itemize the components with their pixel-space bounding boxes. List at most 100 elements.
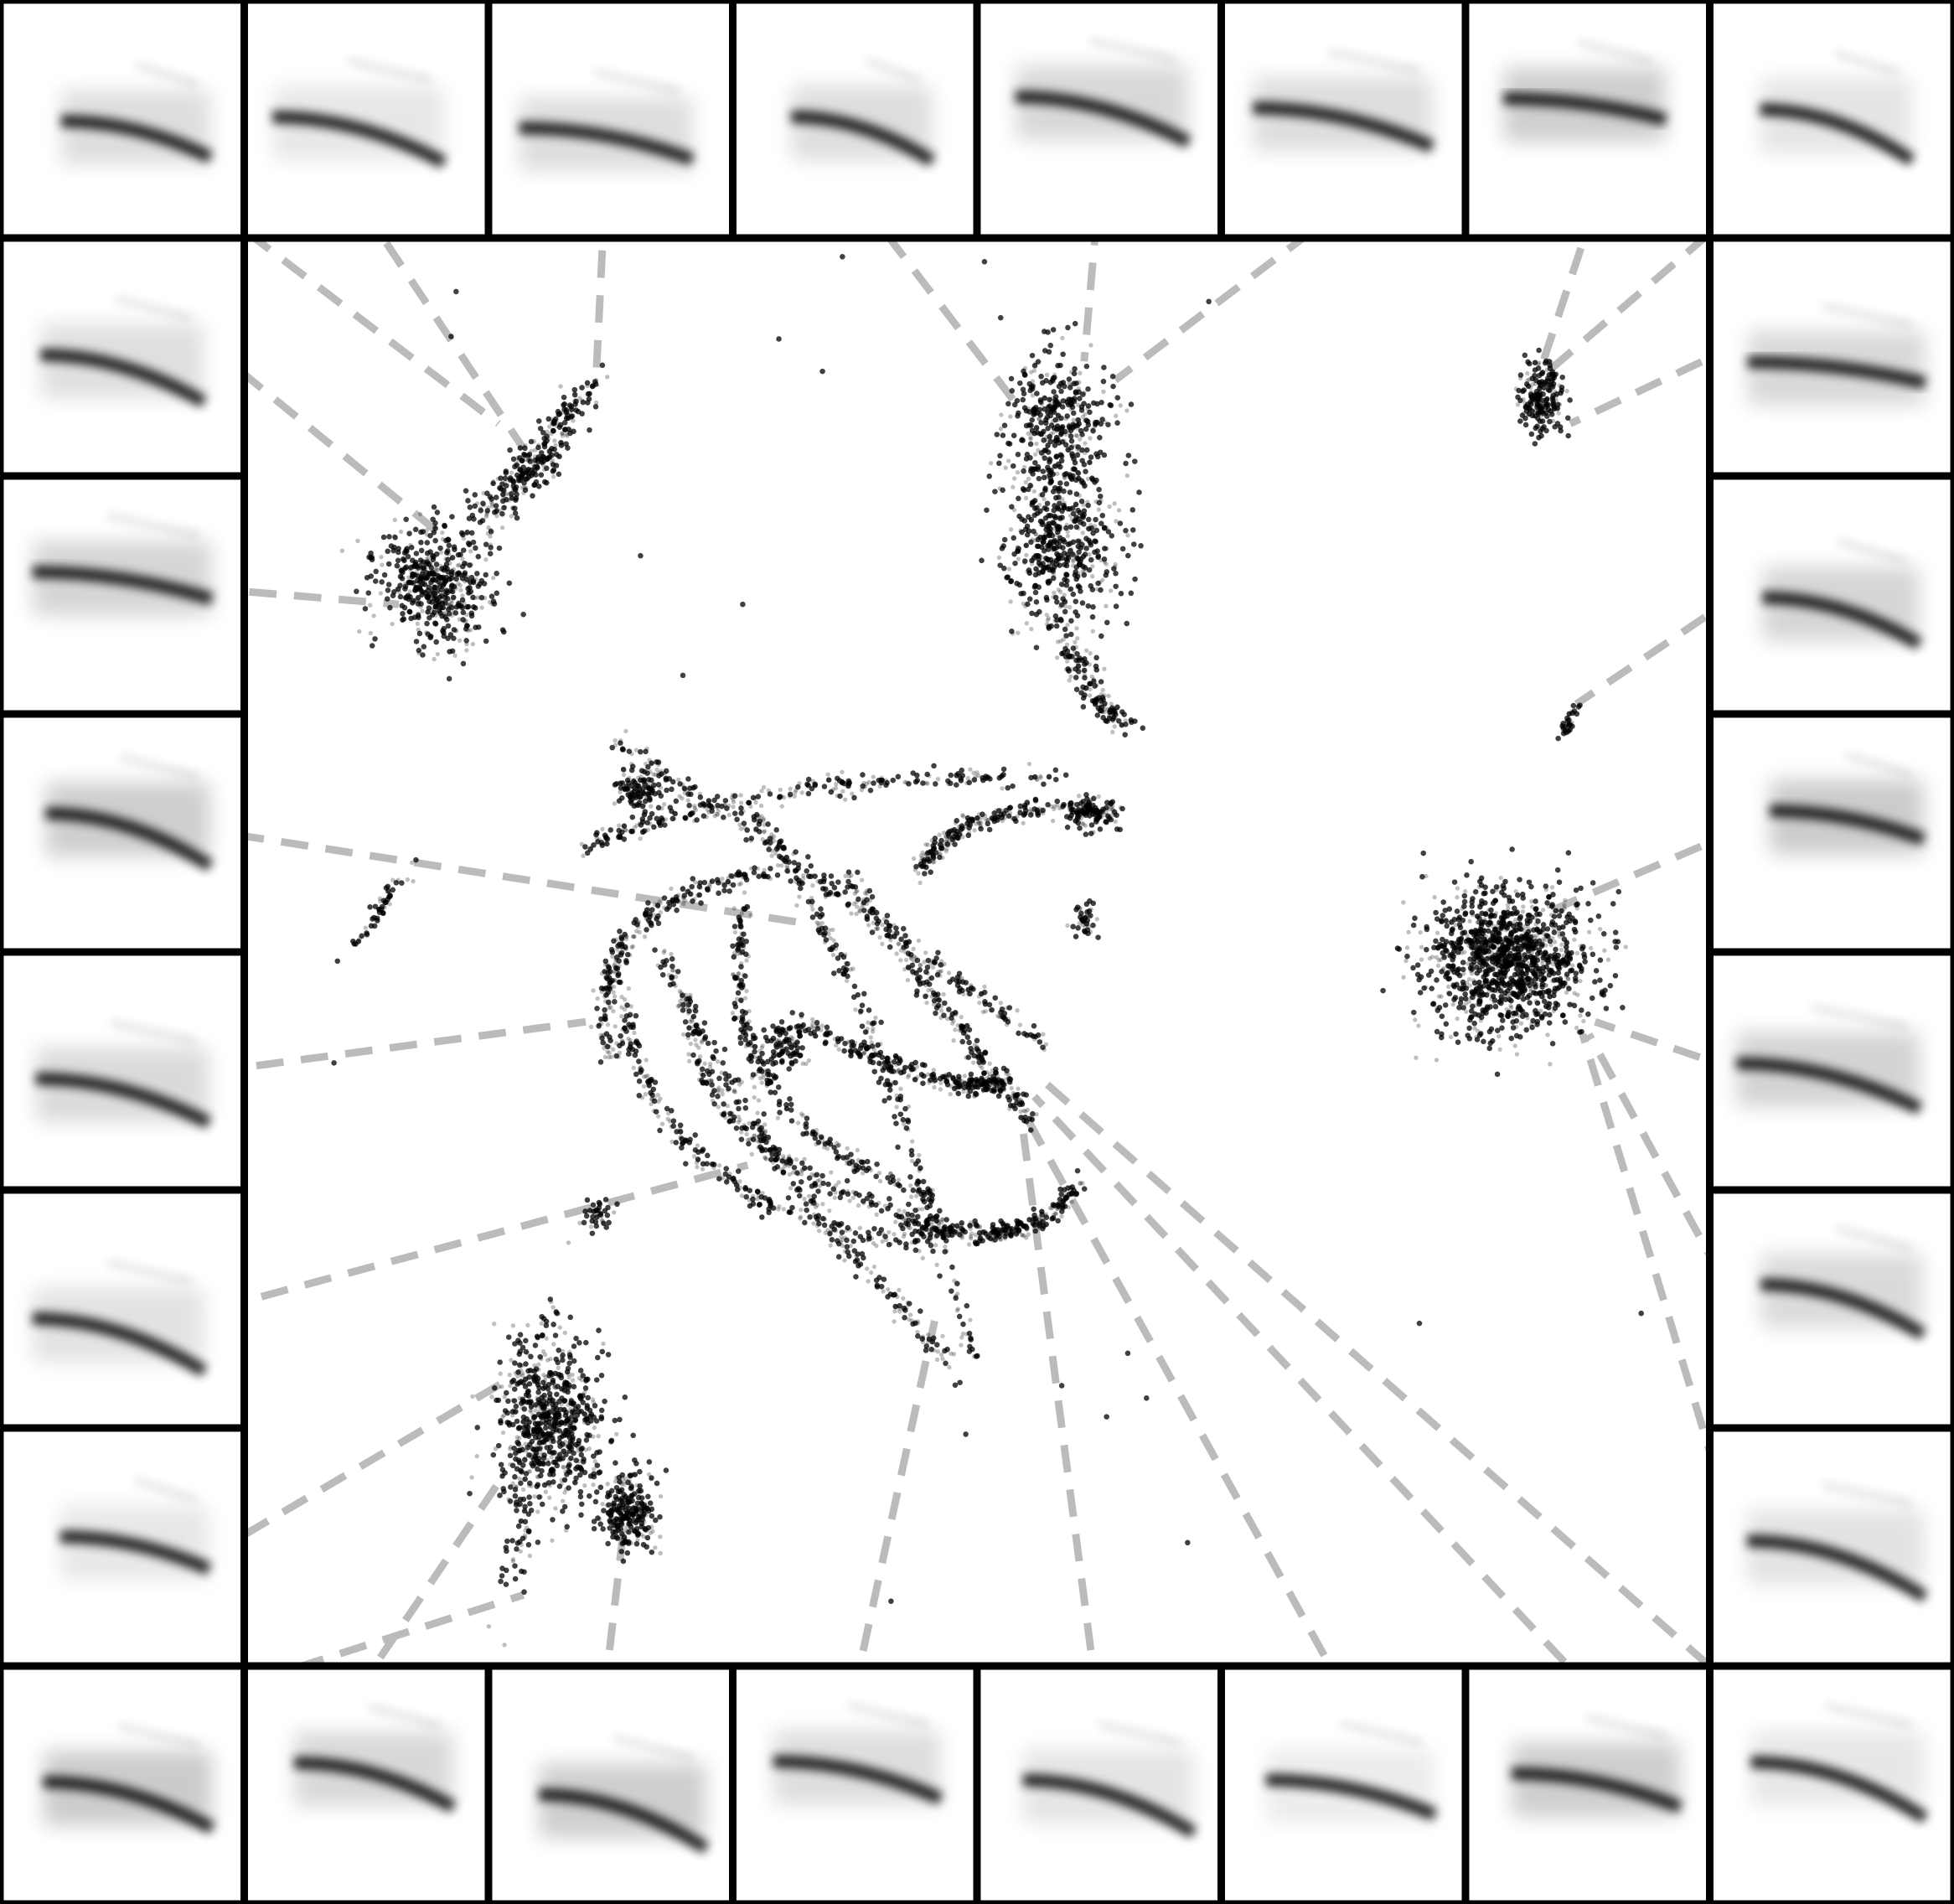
point [1418, 929, 1423, 935]
point [599, 1348, 606, 1355]
point [586, 396, 592, 402]
point [1085, 385, 1091, 392]
point [560, 1508, 566, 1514]
point [1457, 924, 1464, 931]
point [1060, 351, 1066, 357]
point [835, 879, 841, 885]
point [1031, 489, 1036, 494]
point [1470, 994, 1476, 1001]
point [460, 609, 467, 616]
point [1083, 901, 1090, 908]
point [1100, 696, 1106, 703]
point [633, 1525, 640, 1532]
point [1574, 906, 1580, 911]
point [507, 475, 514, 481]
point [783, 1036, 789, 1043]
point [434, 567, 439, 572]
point [1094, 712, 1101, 718]
point [1414, 962, 1421, 968]
point [1481, 983, 1486, 989]
point [540, 458, 547, 464]
point [1098, 580, 1103, 585]
point [533, 1366, 540, 1372]
point [1073, 432, 1079, 438]
point [1554, 1001, 1561, 1008]
point [470, 594, 476, 601]
point [1380, 987, 1386, 994]
point [534, 1483, 540, 1490]
point [1016, 630, 1021, 635]
point [1565, 984, 1570, 990]
point [420, 652, 426, 658]
point [1021, 372, 1028, 378]
point [1079, 600, 1086, 606]
point [512, 1341, 518, 1347]
point [1503, 924, 1508, 929]
point [761, 1027, 767, 1033]
point [1085, 403, 1092, 409]
point [540, 1316, 547, 1322]
point [1066, 396, 1072, 402]
point [553, 442, 558, 448]
point [731, 810, 738, 816]
point [561, 401, 567, 407]
point [688, 791, 694, 798]
point [424, 550, 431, 556]
point [996, 460, 1002, 467]
point [533, 1447, 539, 1452]
point [1547, 1012, 1553, 1018]
point [515, 1523, 522, 1529]
point [1104, 546, 1109, 551]
point [1038, 450, 1045, 456]
point [614, 1201, 620, 1208]
point [1053, 453, 1060, 460]
point [1588, 917, 1594, 924]
point [490, 1451, 497, 1458]
point [1104, 569, 1110, 575]
point [539, 1451, 544, 1456]
point [656, 762, 661, 768]
point [364, 931, 370, 938]
point [1044, 500, 1051, 506]
point [1476, 979, 1482, 985]
point [997, 453, 1003, 459]
point [1461, 903, 1467, 909]
point [1027, 387, 1033, 394]
point [663, 768, 669, 774]
point [1435, 963, 1441, 969]
point [504, 1538, 510, 1544]
point [1046, 349, 1052, 355]
point [545, 429, 550, 435]
point [612, 801, 618, 806]
point [499, 1573, 505, 1579]
point [959, 975, 964, 980]
point [1555, 952, 1561, 959]
point [1090, 574, 1095, 579]
point [1600, 931, 1607, 937]
point [1059, 508, 1065, 515]
point [612, 1417, 618, 1424]
point [628, 800, 634, 806]
point [1109, 707, 1114, 712]
point [536, 1440, 543, 1446]
point [1072, 459, 1078, 466]
point [428, 579, 434, 586]
point [408, 545, 415, 551]
point [1566, 976, 1571, 982]
point [1088, 650, 1093, 656]
point [1603, 1006, 1610, 1012]
point [545, 1457, 551, 1463]
point [437, 545, 443, 551]
point [1070, 924, 1076, 929]
point [1525, 370, 1530, 376]
point [1003, 465, 1008, 470]
point [1527, 1000, 1533, 1006]
point [1021, 391, 1027, 396]
point [1060, 335, 1065, 341]
point [506, 580, 513, 587]
point [1612, 972, 1619, 979]
point [499, 481, 505, 487]
point [1047, 342, 1054, 349]
point [1094, 917, 1099, 922]
